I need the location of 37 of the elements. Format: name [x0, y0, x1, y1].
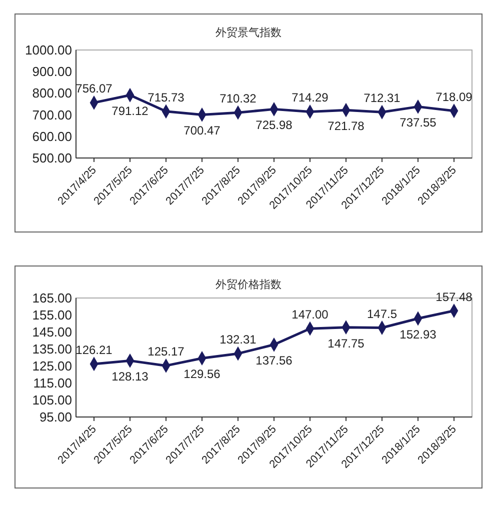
y-tick-label: 700.00	[32, 107, 72, 122]
y-tick-label: 105.00	[32, 392, 72, 408]
data-label: 721.78	[328, 119, 365, 134]
y-tick-label: 500.00	[32, 150, 72, 166]
y-tick-label: 135.00	[32, 342, 72, 356]
data-label: 128.13	[112, 370, 149, 384]
data-label: 715.73	[148, 90, 185, 104]
data-label: 710.32	[220, 92, 257, 106]
data-label: 147.00	[292, 308, 329, 322]
chart-title: 外贸景气指数	[216, 26, 282, 39]
data-label: 700.47	[184, 124, 221, 138]
data-label: 125.17	[148, 344, 185, 359]
chart-title: 外贸价格指数	[216, 278, 282, 291]
data-label: 147.5	[366, 306, 398, 321]
y-tick-label: 165.00	[32, 290, 72, 306]
y-tick-label: 600.00	[32, 128, 72, 144]
data-label: 712.31	[364, 91, 401, 106]
data-label: 791.12	[112, 104, 149, 118]
data-label: 126.21	[76, 342, 113, 357]
data-label: 129.56	[184, 367, 221, 382]
data-label: 152.93	[400, 328, 437, 342]
data-label: 157.48	[436, 290, 473, 304]
y-tick-label: 145.00	[32, 324, 72, 340]
data-label: 137.56	[256, 354, 293, 368]
data-label: 714.29	[292, 90, 329, 105]
data-label: 147.75	[328, 336, 365, 350]
data-label: 718.09	[436, 90, 473, 104]
y-tick-label: 155.00	[32, 308, 72, 322]
y-tick-label: 95.00	[39, 410, 72, 424]
y-tick-label: 1000.00	[25, 42, 72, 58]
y-tick-label: 125.00	[32, 358, 72, 374]
y-tick-label: 115.00	[33, 376, 72, 390]
data-label: 725.98	[256, 118, 293, 132]
data-label: 132.31	[220, 332, 257, 347]
y-tick-label: 900.00	[32, 64, 72, 80]
y-tick-label: 800.00	[32, 86, 72, 101]
data-label: 737.55	[400, 116, 437, 130]
